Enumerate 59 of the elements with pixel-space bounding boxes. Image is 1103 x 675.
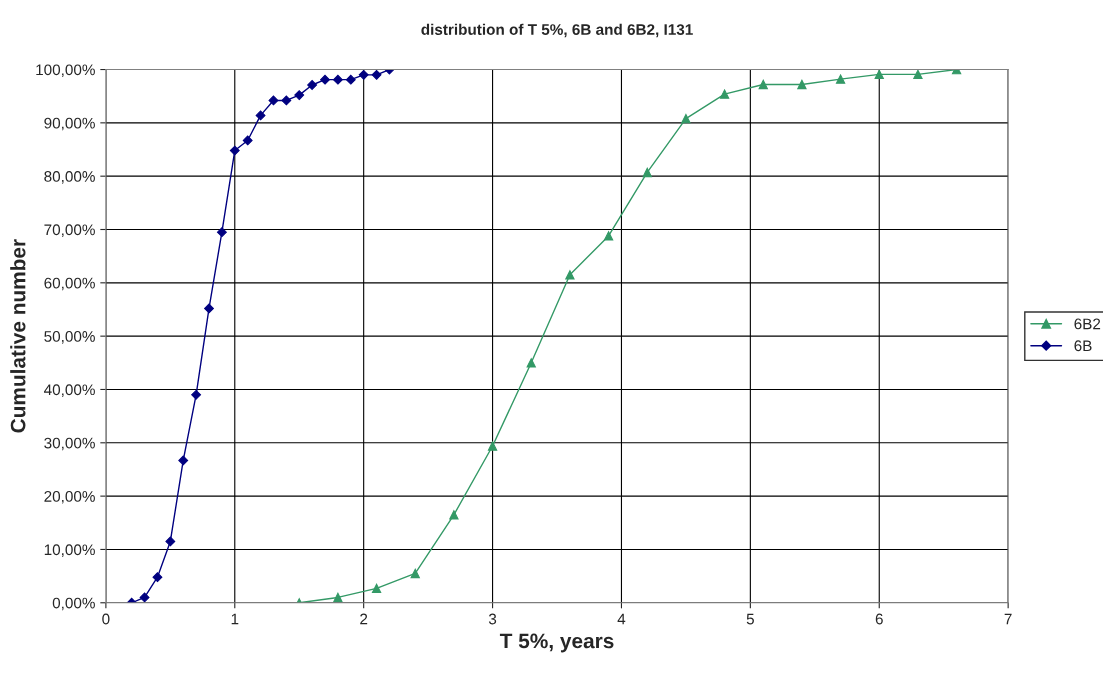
y-tick-label: 20,00%: [44, 490, 95, 504]
y-tick-label: 0,00%: [52, 597, 95, 611]
point: [835, 74, 846, 84]
point: [332, 74, 343, 85]
point: [139, 592, 150, 603]
point: [358, 69, 369, 80]
point: [874, 69, 884, 80]
y-tick-label: 60,00%: [44, 277, 95, 291]
legend-label: 6B: [1074, 340, 1092, 352]
y-tick-label: 10,00%: [44, 544, 95, 557]
point: [178, 455, 189, 466]
y-tick-label: 100,00%: [36, 64, 95, 78]
y-tick-label: 70,00%: [44, 224, 95, 237]
x-tick-label: 0: [102, 613, 110, 625]
point: [719, 89, 730, 99]
point: [281, 95, 292, 106]
chart-title: distribution of T 5%, 6B and 6B2, I131: [421, 23, 693, 38]
point: [255, 110, 266, 121]
point: [307, 80, 318, 90]
x-tick-label: 4: [617, 613, 626, 625]
point: [294, 90, 305, 101]
point: [191, 389, 202, 400]
point: [642, 167, 652, 178]
point: [204, 303, 214, 314]
x-tick-label: 7: [1004, 613, 1012, 625]
x-axis-title: T 5%, years: [499, 633, 614, 653]
x-tick-label: 1: [231, 613, 239, 625]
x-tick-label: 6: [875, 613, 883, 625]
point: [797, 79, 807, 90]
point: [371, 69, 382, 80]
y-axis-title: Cumulative number: [10, 239, 26, 433]
point: [603, 231, 614, 241]
point: [681, 113, 691, 124]
y-tick-label: 50,00%: [44, 331, 95, 344]
y-tick-label: 40,00%: [44, 384, 95, 397]
point: [371, 583, 382, 594]
point: [758, 79, 768, 90]
point: [216, 227, 227, 238]
point: [229, 145, 240, 156]
point: [526, 358, 536, 368]
point: [565, 270, 575, 280]
point: [410, 568, 420, 579]
x-tick-label: 3: [488, 613, 497, 625]
y-tick-label: 30,00%: [44, 437, 95, 451]
point: [165, 536, 176, 547]
point: [333, 592, 343, 603]
y-tick-label: 80,00%: [44, 171, 95, 184]
point: [320, 74, 330, 85]
x-tick-label: 5: [746, 613, 754, 625]
x-tick-label: 2: [360, 613, 368, 625]
legend-label: 6B2: [1074, 318, 1101, 330]
point: [487, 441, 498, 451]
point: [449, 510, 459, 520]
point: [152, 572, 163, 583]
point: [913, 69, 923, 80]
y-tick-label: 90,00%: [44, 117, 95, 131]
point: [242, 135, 253, 146]
point: [268, 95, 279, 106]
point: [345, 74, 356, 85]
